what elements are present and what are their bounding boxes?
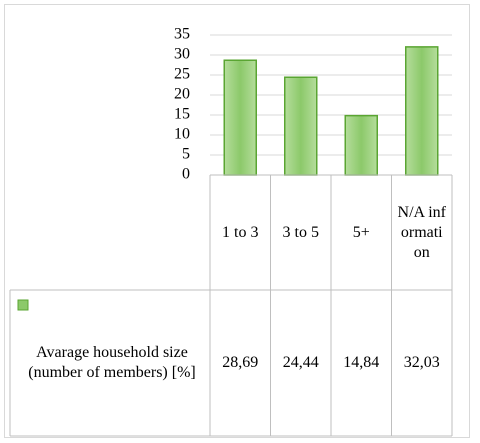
legend-swatch bbox=[17, 299, 29, 311]
bar bbox=[223, 59, 257, 176]
data-label: 14,84 bbox=[343, 354, 380, 371]
y-tick-label: 10 bbox=[174, 126, 190, 143]
x-tick-label: 1 to 3 bbox=[222, 223, 259, 241]
y-tick-label: 15 bbox=[174, 106, 190, 123]
x-tick-label: 3 to 5 bbox=[282, 223, 319, 241]
y-tick-label: 20 bbox=[174, 86, 190, 103]
y-tick-label: 30 bbox=[174, 46, 190, 63]
data-label: 32,03 bbox=[403, 354, 440, 371]
y-tick-label: 5 bbox=[182, 146, 190, 163]
data-label: 28,69 bbox=[222, 354, 259, 371]
legend-label: Avarage household size (number of member… bbox=[28, 344, 196, 381]
x-tick-label: N/A information bbox=[397, 203, 446, 261]
data-label: 24,44 bbox=[282, 354, 319, 371]
x-tick-label: 5+ bbox=[352, 223, 370, 241]
y-tick-label: 0 bbox=[182, 166, 190, 183]
bar bbox=[284, 76, 318, 176]
y-tick-label: 25 bbox=[174, 66, 190, 83]
bar bbox=[405, 46, 439, 176]
y-tick-label: 35 bbox=[174, 26, 190, 43]
chart-frame bbox=[4, 4, 470, 438]
bar bbox=[344, 114, 378, 176]
